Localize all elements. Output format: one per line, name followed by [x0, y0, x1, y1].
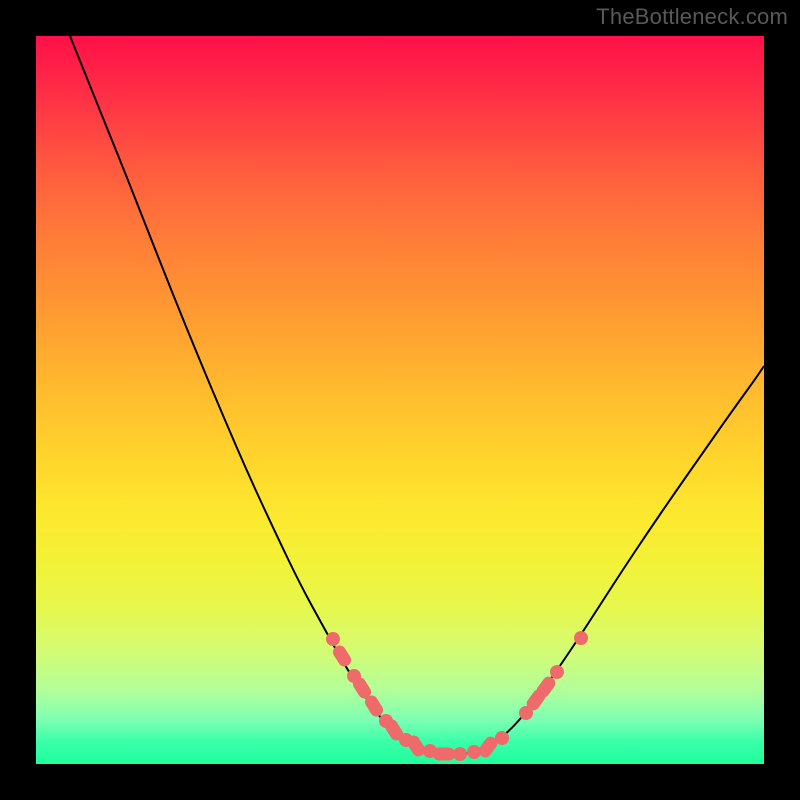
- data-point: [550, 665, 564, 679]
- data-point: [326, 632, 340, 646]
- watermark-text: TheBottleneck.com: [596, 4, 788, 30]
- data-point: [453, 747, 467, 761]
- data-point: [495, 731, 509, 745]
- bottleneck-curve: [70, 36, 764, 755]
- chart-svg: [36, 36, 764, 764]
- chart-plot-area: [36, 36, 764, 764]
- data-markers: [326, 631, 588, 761]
- data-point: [574, 631, 588, 645]
- data-dash: [433, 748, 455, 761]
